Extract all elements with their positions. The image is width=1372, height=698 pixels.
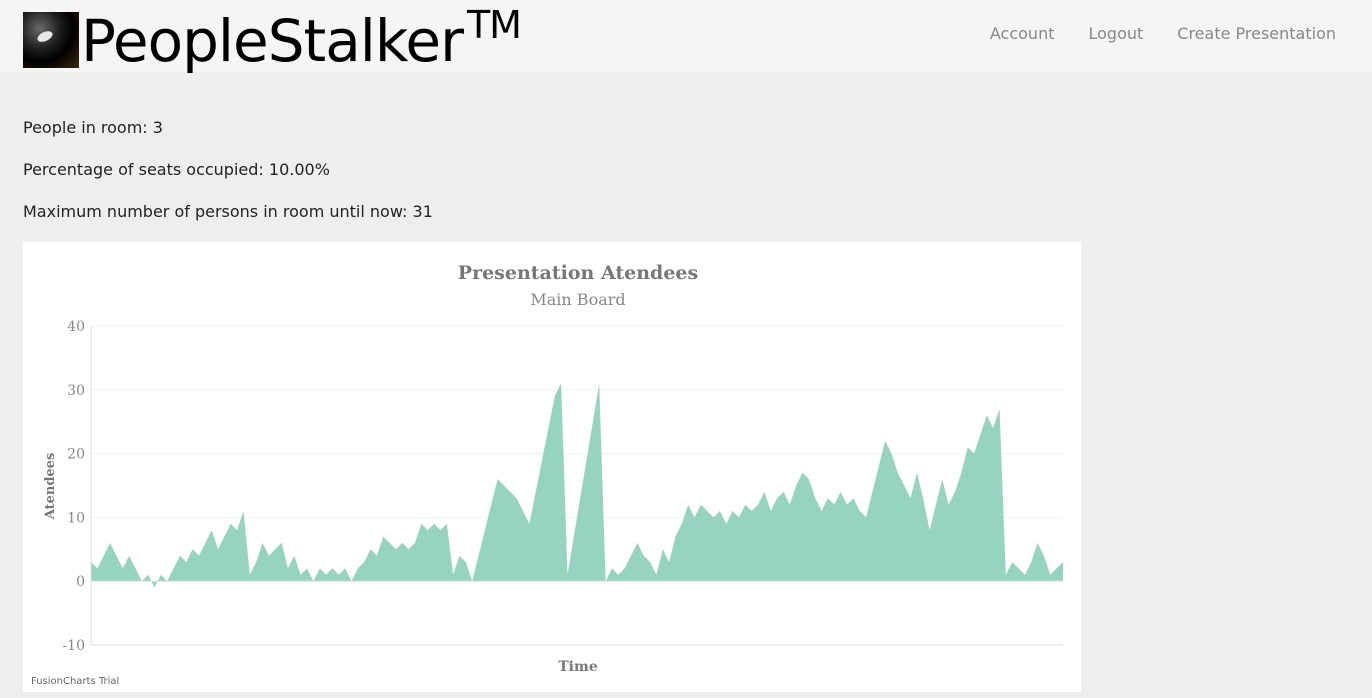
y-tick-label: 10	[67, 510, 85, 526]
y-tick-label: 20	[67, 447, 85, 463]
attendees-chart: Presentation Atendees Main Board 40 30 20 10 0…	[23, 242, 1081, 692]
chart-footer: FusionCharts Trial	[31, 676, 120, 687]
y-tick-label: 30	[67, 383, 85, 399]
y-tick-label: 0	[76, 574, 85, 590]
logo-icon	[23, 12, 79, 68]
navbar: PeopleStalker TM Account Logout Create Pr…	[0, 0, 1372, 75]
nav-menu: Account Logout Create Presentation	[990, 24, 1336, 43]
x-axis-label: Time	[558, 659, 598, 675]
trademark: TM	[466, 3, 522, 47]
nav-create-presentation-link[interactable]: Create Presentation	[1177, 24, 1336, 43]
nav-logout-link[interactable]: Logout	[1088, 24, 1144, 43]
series-area	[91, 383, 1063, 588]
people-in-room: People in room: 3	[23, 118, 163, 137]
brand[interactable]: PeopleStalker TM	[23, 3, 522, 78]
chart-subtitle: Main Board	[530, 290, 625, 309]
y-tick-label: 40	[67, 319, 85, 335]
nav-account-link[interactable]: Account	[989, 24, 1055, 43]
percentage-occupied: Percentage of seats occupied: 10.00%	[23, 160, 330, 179]
y-tick-label: -10	[62, 638, 85, 654]
brand-name: PeopleStalker TM	[81, 3, 522, 75]
room-stats: People in room: 3 Percentage of seats oc…	[23, 118, 433, 244]
chart-title: Presentation Atendees	[458, 262, 698, 284]
y-axis-label: Atendees	[43, 453, 58, 521]
chart-svg: Presentation Atendees Main Board 40 30 20 10 0…	[43, 262, 1063, 675]
max-persons: Maximum number of persons in room until …	[23, 202, 433, 221]
